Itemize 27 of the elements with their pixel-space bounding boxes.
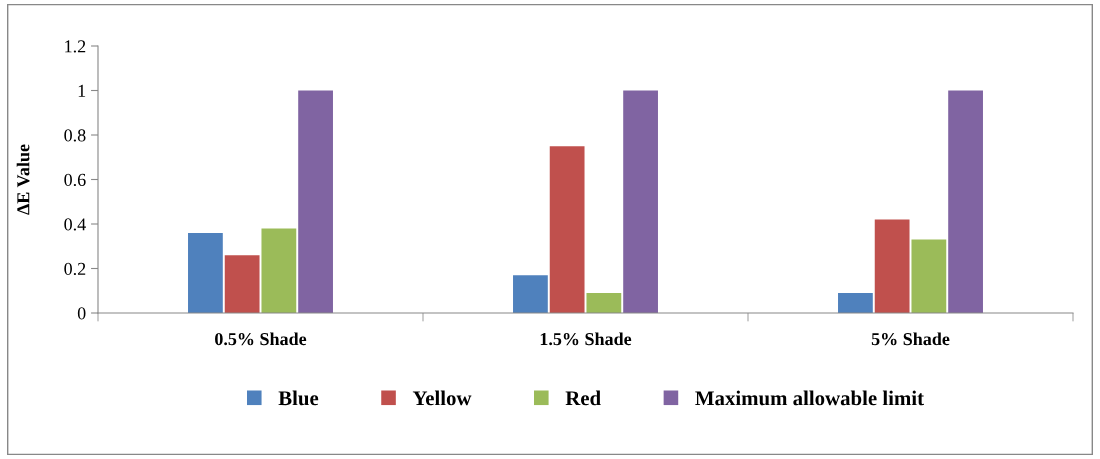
legend-label: Red <box>565 390 601 406</box>
bar <box>188 232 223 313</box>
x-tick-label: 0.5% Shade <box>215 332 307 346</box>
bar <box>838 292 873 313</box>
bar <box>224 255 260 313</box>
legend-label: Blue <box>278 390 319 406</box>
bar <box>874 219 910 313</box>
legend-label: Yellow <box>412 390 472 406</box>
y-tick-label: 0.2 <box>64 262 86 276</box>
x-tick-label: 5% Shade <box>871 332 950 346</box>
x-tick-label: 1.5% Shade <box>540 332 632 346</box>
legend-label: Maximum allowable limit <box>695 390 924 406</box>
bar <box>261 228 297 313</box>
bar <box>586 292 622 313</box>
bar <box>948 90 983 313</box>
y-tick-label: 1.2 <box>65 40 86 53</box>
bar <box>549 146 585 313</box>
y-tick-label: 0.8 <box>64 129 86 142</box>
y-tick-label: 0.4 <box>64 218 86 231</box>
bar <box>513 275 548 313</box>
y-axis-title: ΔE Value <box>16 144 30 215</box>
y-tick-label: 1 <box>78 84 86 97</box>
bar <box>911 239 947 313</box>
y-tick-label: 0 <box>77 307 86 320</box>
bar <box>623 90 658 313</box>
y-tick-label: 0.6 <box>64 173 86 187</box>
bar <box>298 90 333 313</box>
